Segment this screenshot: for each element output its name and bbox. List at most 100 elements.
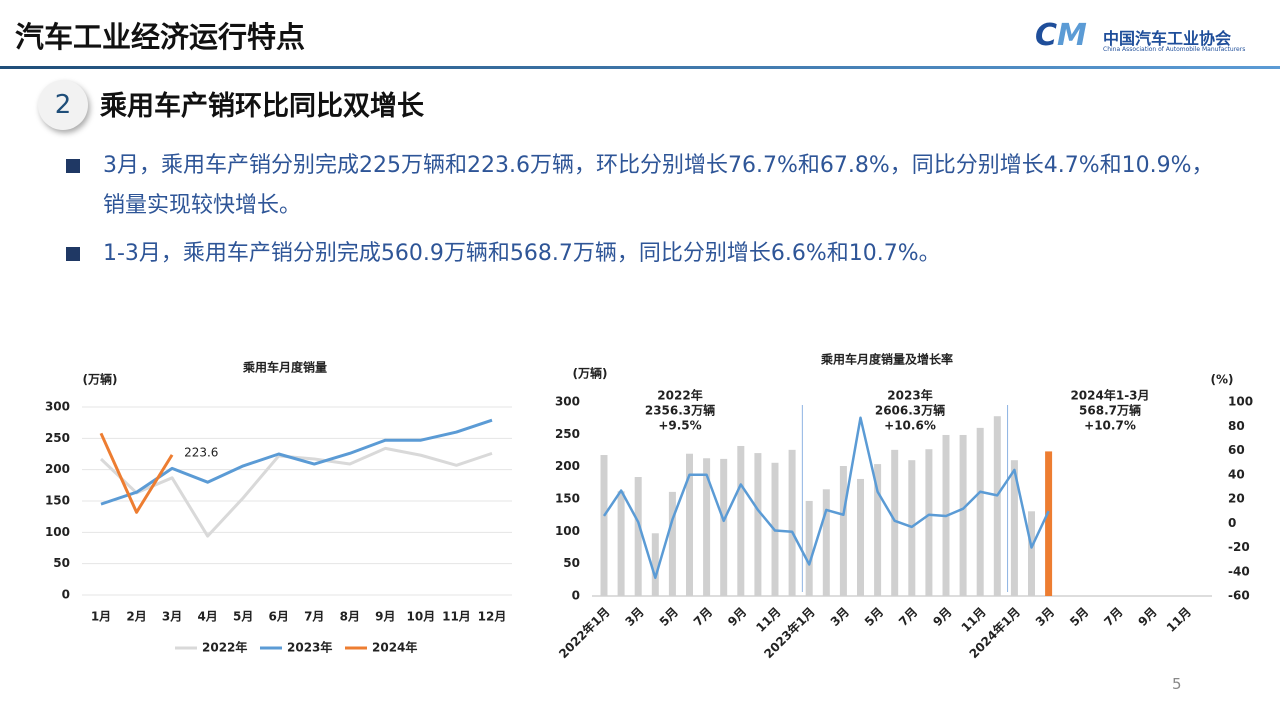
x-tick-label: 2月	[126, 610, 146, 624]
legend-label: 2023年	[287, 640, 332, 655]
y-tick-label: 0	[62, 588, 70, 602]
bar	[720, 458, 728, 596]
legend-label: 2024年	[372, 640, 417, 655]
x-tick-label: 11月	[959, 605, 989, 635]
x-tick-label: 9月	[375, 610, 395, 624]
header-rule	[0, 66, 1280, 69]
x-tick-label: 3月	[623, 605, 647, 629]
x-tick-label: 5月	[1067, 605, 1091, 629]
bar	[976, 427, 984, 596]
x-tick-label: 4月	[197, 610, 217, 624]
y-tick-label: 150	[555, 492, 580, 506]
legend-label: 2022年	[202, 640, 247, 655]
bar	[857, 478, 864, 596]
y-tick-label: 250	[45, 431, 70, 445]
bar	[874, 464, 882, 596]
bar	[686, 453, 693, 596]
series-line	[99, 446, 493, 538]
annotation: 2356.3万辆	[645, 403, 715, 418]
y-tick-label: 100	[45, 525, 70, 539]
x-tick-label: 7月	[691, 605, 715, 629]
annotation: 2024年1-3月	[1070, 388, 1149, 403]
logo-mark: CM	[1035, 18, 1087, 53]
logo-text: 中国汽车工业协会	[1103, 29, 1232, 48]
bar	[634, 477, 642, 596]
y-tick-label: 100	[555, 524, 580, 538]
x-tick-label: 9月	[930, 605, 954, 629]
chart-title: 乘用车月度销量	[242, 360, 327, 375]
x-tick-label: 11月	[1164, 605, 1194, 635]
annotation: 2022年	[657, 388, 702, 403]
bar	[754, 453, 762, 596]
bar	[600, 455, 608, 596]
annotation: +10.7%	[1084, 419, 1136, 433]
x-tick-label: 9月	[725, 605, 749, 629]
y-tick-label: 50	[53, 556, 70, 570]
bar	[993, 416, 1001, 596]
bar	[1045, 451, 1053, 596]
x-tick-label: 5月	[233, 610, 253, 624]
y2-tick-label: 100	[1228, 395, 1253, 409]
bar	[617, 491, 625, 596]
x-tick-label: 3月	[1033, 605, 1057, 629]
series-line	[99, 432, 174, 514]
bar	[651, 533, 659, 596]
annotation: +9.5%	[658, 419, 701, 433]
y-axis-label: (万辆)	[573, 366, 608, 381]
y2-tick-label: 40	[1228, 467, 1245, 481]
x-tick-label: 11月	[442, 610, 471, 624]
y2-axis-label: (%)	[1211, 373, 1234, 387]
bar	[1028, 511, 1035, 596]
bar	[925, 449, 933, 596]
y2-tick-label: -40	[1228, 564, 1250, 578]
bar	[839, 466, 847, 596]
y2-tick-label: 60	[1228, 443, 1245, 457]
y2-tick-label: 80	[1228, 419, 1245, 433]
y-tick-label: 150	[45, 494, 70, 508]
x-tick-label: 7月	[896, 605, 920, 629]
x-tick-label: 8月	[340, 610, 360, 624]
x-tick-label: 9月	[1136, 605, 1160, 629]
y-tick-label: 300	[45, 400, 70, 414]
series-line	[602, 416, 1050, 580]
y-tick-label: 300	[555, 395, 580, 409]
bullet: 3月，乘用车产销分别完成225万辆和223.6万辆，环比分别增长76.7%和67…	[66, 146, 1226, 226]
annotation: 568.7万辆	[1079, 403, 1141, 418]
bar	[668, 491, 676, 596]
y-tick-label: 200	[555, 459, 580, 473]
x-tick-label: 3月	[162, 610, 182, 624]
bar	[737, 445, 745, 596]
y2-tick-label: 0	[1228, 516, 1236, 530]
bar	[1010, 460, 1018, 596]
chart-title: 乘用车月度销量及增长率	[820, 352, 953, 367]
x-tick-label: 5月	[862, 605, 886, 629]
x-tick-label: 7月	[1101, 605, 1125, 629]
section-title: 乘用车产销环比同比双增长	[100, 91, 424, 122]
y2-tick-label: -60	[1228, 589, 1250, 603]
x-tick-label: 3月	[828, 605, 852, 629]
annotation: 2606.3万辆	[875, 403, 945, 418]
bar	[891, 449, 899, 596]
annotation: +10.6%	[884, 419, 936, 433]
y2-tick-label: -20	[1228, 540, 1250, 554]
data-label: 223.6	[184, 445, 218, 459]
x-tick-label: 10月	[407, 610, 436, 624]
header-title: 汽车工业经济运行特点	[15, 20, 306, 54]
x-tick-label: 11月	[753, 605, 783, 635]
y-tick-label: 0	[572, 589, 580, 603]
series-line	[100, 418, 493, 506]
bar	[959, 434, 967, 596]
x-tick-label: 6月	[269, 610, 289, 624]
logo-subtext: China Association of Automobile Manufact…	[1103, 46, 1246, 53]
y-tick-label: 50	[563, 556, 580, 570]
annotation: 2023年	[887, 388, 932, 403]
y-tick-label: 200	[45, 462, 70, 476]
x-tick-label: 12月	[478, 610, 507, 624]
x-tick-label: 1月	[91, 610, 111, 624]
y-tick-label: 250	[555, 427, 580, 441]
section-number: 2	[38, 80, 88, 130]
y-axis-label: (万辆)	[83, 372, 118, 387]
bar	[788, 449, 796, 596]
